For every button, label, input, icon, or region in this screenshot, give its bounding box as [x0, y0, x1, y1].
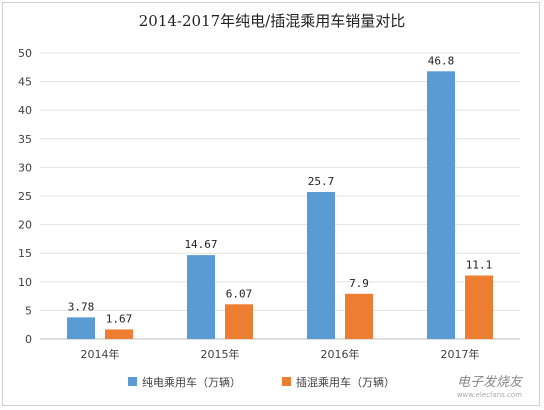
y-tick-label: 15	[18, 247, 32, 260]
data-label: 25.7	[308, 175, 335, 188]
legend-label: 纯电乘用车（万辆）	[142, 375, 241, 389]
data-label: 6.07	[226, 287, 253, 300]
x-tick-label: 2014年	[81, 347, 120, 361]
bar-phev	[105, 329, 133, 339]
bar-bev	[427, 71, 455, 339]
bar-bev	[307, 191, 335, 339]
bars: 3.78 1.67 14.67 6.07 25.7 7.9 46.8 11.1	[67, 54, 493, 339]
legend-swatch	[282, 377, 291, 386]
watermark: 电子发烧友 www.elecfans.com	[457, 375, 524, 399]
chart-title: 2014-2017年纯电/插混乘用车销量对比	[139, 12, 405, 30]
y-tick-label: 35	[18, 133, 32, 146]
x-tick-label: 2015年	[201, 347, 240, 361]
bar-phev	[225, 304, 253, 339]
legend: 纯电乘用车（万辆） 插混乘用车（万辆）	[128, 375, 395, 389]
y-tick-label: 5	[25, 304, 32, 317]
y-tick-label: 25	[18, 190, 32, 203]
y-tick-label: 10	[18, 276, 32, 289]
y-tick-label: 50	[18, 47, 32, 60]
bar-bev	[187, 255, 215, 339]
bar-phev	[345, 293, 373, 339]
y-axis: 0 5 10 15 20 25 30 35 40 45 50	[18, 47, 32, 346]
y-tick-label: 45	[18, 76, 32, 89]
data-label: 7.9	[349, 277, 369, 290]
y-tick-label: 20	[18, 219, 32, 232]
x-tick-label: 2017年	[441, 347, 480, 361]
data-label: 46.8	[428, 54, 455, 67]
x-tick-label: 2016年	[321, 347, 360, 361]
y-tick-label: 0	[25, 333, 32, 346]
bar-bev	[67, 317, 95, 339]
data-label: 3.78	[68, 300, 95, 313]
data-label: 14.67	[184, 238, 217, 251]
x-axis: 2014年 2015年 2016年 2017年	[81, 347, 480, 361]
legend-swatch	[128, 377, 137, 386]
y-tick-label: 30	[18, 161, 32, 174]
watermark-logo-text: 电子发烧友	[457, 375, 524, 390]
watermark-url: www.elecfans.com	[457, 391, 522, 399]
y-tick-label: 40	[18, 104, 32, 117]
bar-phev	[465, 275, 493, 339]
data-label: 11.1	[466, 259, 493, 272]
data-label: 1.67	[106, 312, 133, 325]
legend-label: 插混乘用车（万辆）	[296, 375, 395, 389]
